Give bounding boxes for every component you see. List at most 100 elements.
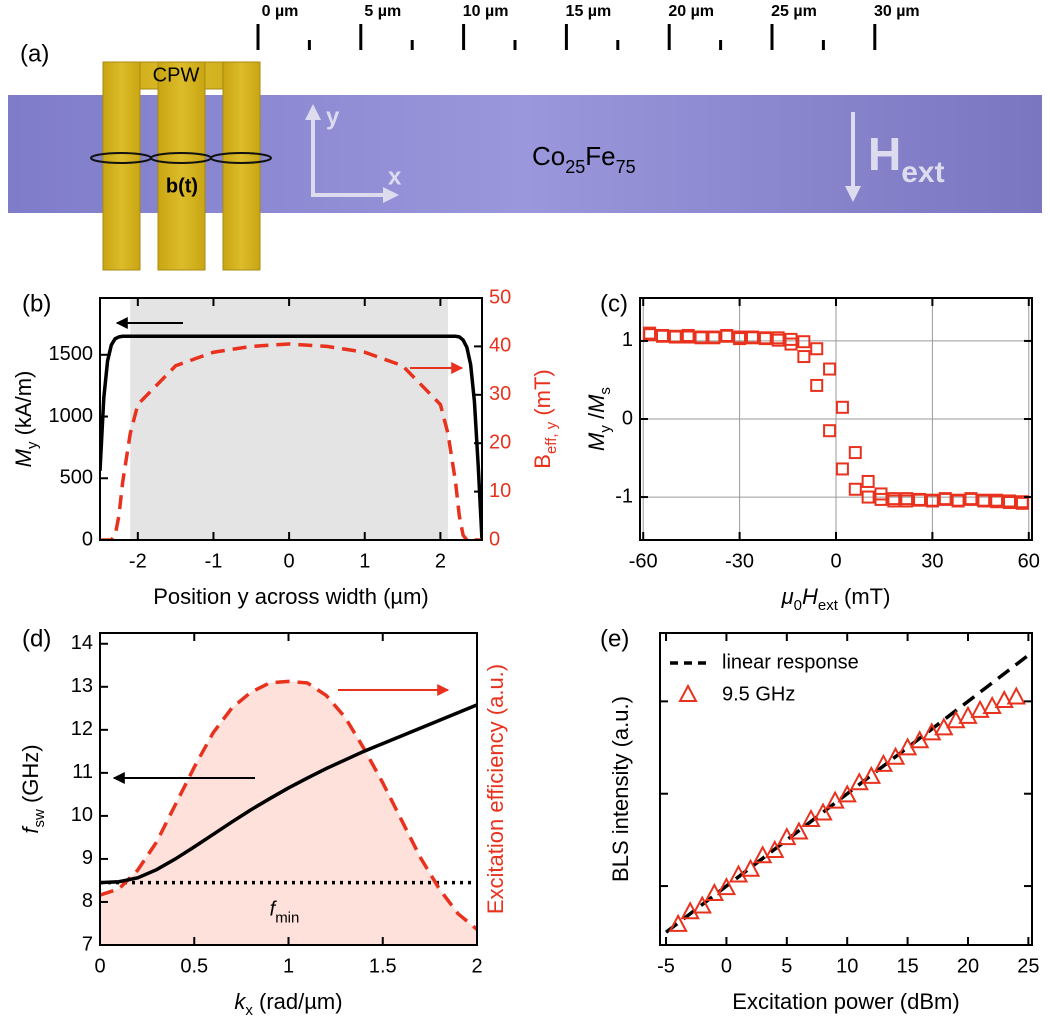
marker — [913, 493, 927, 507]
label-part: (rad/µm) — [253, 989, 343, 1014]
label-part: Fe — [585, 141, 615, 171]
marker — [900, 492, 914, 506]
marker — [874, 492, 888, 506]
marker — [922, 722, 942, 741]
marker — [813, 802, 833, 821]
marker — [745, 331, 759, 345]
x-tick-label: 0 — [721, 955, 732, 977]
marker — [765, 839, 785, 858]
x-tick-label: -60 — [629, 550, 658, 572]
scale-label: 20 µm — [668, 3, 714, 20]
label-part: s — [597, 387, 614, 395]
marker — [951, 493, 965, 507]
marker — [946, 710, 966, 729]
label-part: Co — [532, 141, 565, 171]
label-part: min — [275, 910, 299, 927]
x-tick-label: 10 — [836, 955, 858, 977]
marker — [797, 350, 811, 364]
legend-swatch — [678, 683, 698, 702]
marker — [835, 462, 849, 476]
shaded-region — [130, 298, 448, 540]
label-part: M — [11, 448, 36, 467]
marker — [1006, 686, 1026, 705]
y-axis-label: My (kA/m) — [11, 371, 42, 468]
marker — [789, 821, 809, 840]
marker — [758, 332, 772, 346]
plot-frame — [99, 297, 483, 541]
marker — [837, 784, 857, 803]
panel-label: (a) — [20, 40, 49, 67]
legend-label: linear response — [722, 651, 859, 673]
y-tick-label: 0 — [622, 407, 633, 429]
y-axis-label: fsw (GHz) — [18, 744, 49, 833]
panel-label: (b) — [22, 290, 51, 317]
marker — [861, 474, 875, 488]
marker — [707, 331, 721, 345]
x-tick-label: -30 — [725, 550, 754, 572]
y-tick-label: 9 — [82, 847, 93, 869]
y-tick-label: 1000 — [49, 405, 94, 427]
marker — [692, 895, 712, 914]
line — [100, 703, 477, 885]
label-part: k — [234, 989, 246, 1014]
label-part: μ — [781, 584, 794, 609]
line — [664, 653, 1030, 934]
x-axis-label: Excitation power (dBm) — [732, 989, 959, 1014]
marker — [771, 333, 785, 347]
y2-tick-label: 30 — [489, 383, 511, 405]
x-tick-label: 2 — [435, 550, 446, 572]
marker — [668, 913, 688, 932]
label-part: (GHz) — [18, 744, 43, 809]
x-tick-label: -1 — [205, 550, 223, 572]
y2-tick-label: 10 — [489, 480, 511, 502]
y2-tick-label: 20 — [489, 431, 511, 453]
cpw-label: CPW — [153, 64, 200, 86]
y2-axis-label: Beff, y (mT) — [530, 369, 561, 468]
y2-tick-label: 0 — [489, 528, 500, 550]
x-axis-label: Position y across width (µm) — [153, 584, 429, 609]
cpw-signal — [157, 61, 206, 271]
marker — [964, 492, 978, 506]
panel-label: (c) — [600, 290, 628, 317]
marker — [797, 335, 811, 349]
x-tick-label: 0.5 — [180, 955, 208, 977]
material-label: Co25Fe75 — [532, 141, 636, 177]
marker — [740, 858, 761, 877]
y-tick-label: 500 — [60, 467, 93, 489]
x-tick-label: -5 — [657, 955, 675, 977]
y2-axis-label: Excitation efficiency (a.u.) — [483, 664, 508, 914]
marker — [887, 494, 901, 508]
marker — [861, 765, 882, 784]
marker — [835, 400, 849, 414]
marker — [823, 424, 837, 438]
line — [100, 334, 482, 540]
y2-tick-label: 50 — [489, 286, 511, 308]
label-part: 75 — [616, 157, 636, 177]
marker — [716, 876, 737, 896]
marker — [1003, 496, 1017, 510]
marker — [848, 482, 862, 496]
marker — [694, 330, 708, 344]
y-tick-label: -1 — [615, 485, 633, 507]
marker — [810, 378, 824, 392]
marker — [977, 494, 991, 508]
marker — [784, 337, 798, 351]
marker — [970, 699, 990, 718]
label-part: (mT) — [530, 369, 555, 422]
marker — [643, 326, 657, 340]
label-part: M — [584, 432, 609, 451]
axis-y-label: y — [326, 103, 340, 130]
x-tick-label: 0 — [830, 550, 841, 572]
y-axis-label: BLS intensity (a.u.) — [608, 696, 633, 882]
x-tick-label: 15 — [896, 955, 918, 977]
schematic: (a) CPW b(t) y x Co25Fe75 Hext — [8, 40, 1042, 271]
line — [100, 679, 477, 931]
label-part: B — [530, 454, 555, 469]
plot-area — [100, 679, 477, 945]
x-axis-label: kx (rad/µm) — [234, 989, 342, 1019]
axis-x-label: x — [388, 163, 402, 190]
marker — [861, 490, 875, 504]
marker — [848, 446, 862, 460]
y-tick-label: 11 — [72, 761, 93, 783]
